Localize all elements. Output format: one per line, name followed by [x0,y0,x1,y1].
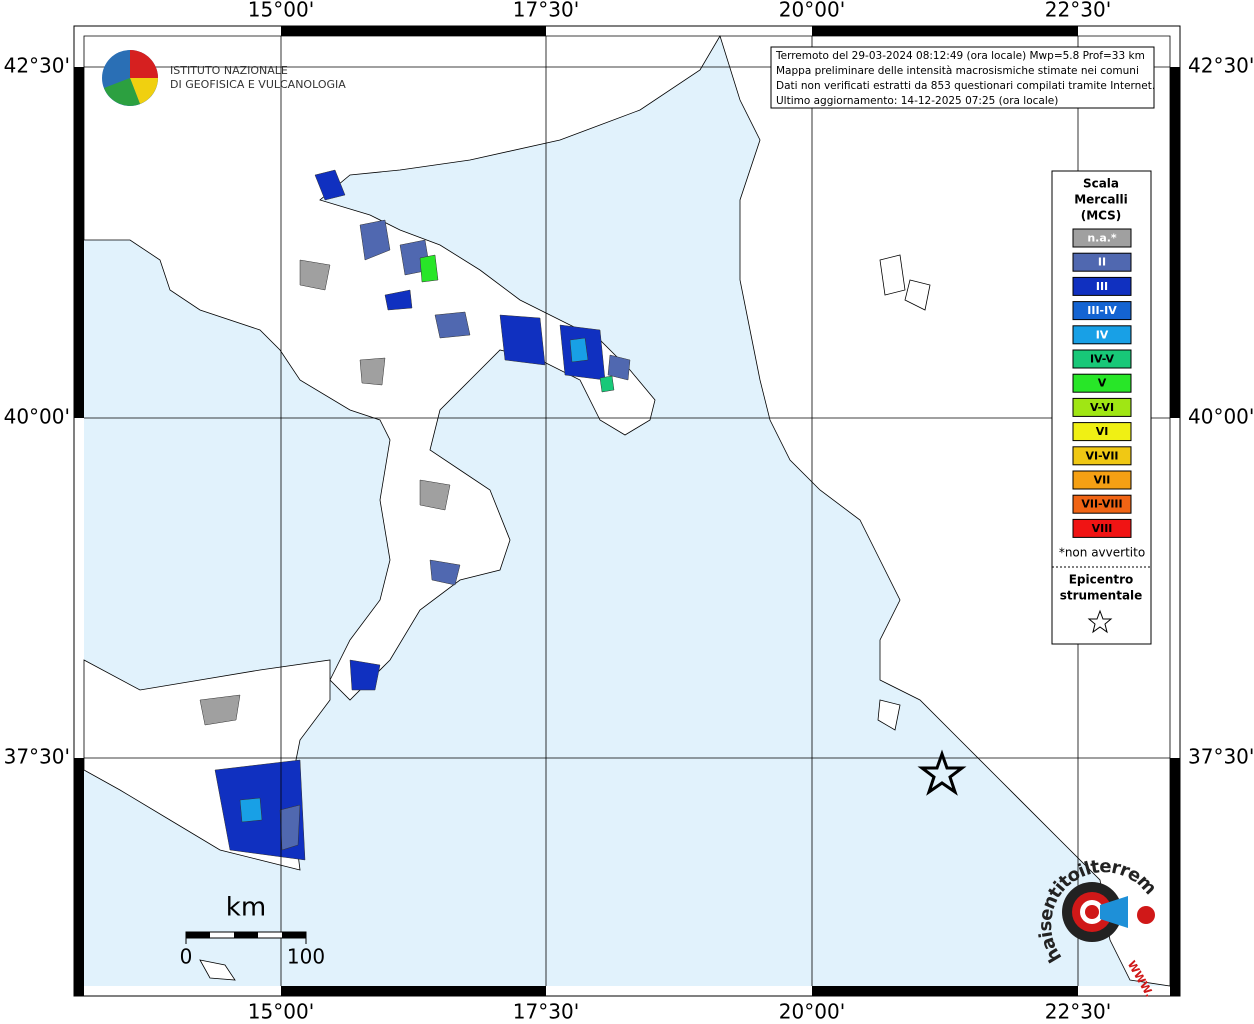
legend-label: IV-V [1090,353,1115,366]
latitude-label: 42°30' [4,54,70,78]
legend-note: *non avvertito [1059,546,1145,560]
legend-label: VI-VII [1085,449,1118,462]
legend-label: V [1098,377,1107,390]
legend-swatch [1072,228,1132,248]
legend-swatch [1072,301,1132,321]
scale-label: 100 [287,945,325,969]
info-line: Dati non verificati estratti da 853 ques… [776,80,1155,92]
legend-label: VII-VIII [1081,498,1122,511]
longitude-label: 22°30' [1045,1000,1111,1024]
info-line: Terremoto del 29-03-2024 08:12:49 (ora l… [775,50,1145,62]
logo-line: ISTITUTO NAZIONALE [170,64,288,77]
legend-label: III [1096,280,1108,293]
legend-label: II [1098,256,1106,269]
epicenter-title: Epicentro [1069,573,1134,587]
legend-label: VIII [1092,522,1113,535]
longitude-label: 15°00' [248,1000,314,1024]
legend-swatch [1072,252,1132,272]
legend-swatch [1072,470,1132,490]
legend-swatch [1072,446,1132,466]
legend-title: Mercalli [1074,193,1128,207]
frame-ticks [74,26,1180,996]
legend-swatch [1072,349,1132,369]
info-line: Mappa preliminare delle intensità macros… [776,65,1139,77]
longitude-label: 17°30' [513,0,579,22]
legend-star [1087,609,1113,634]
longitude-label: 15°00' [248,0,314,22]
legend-title: Scala [1083,177,1119,191]
legend-title: (MCS) [1081,209,1122,223]
legend-label: IV [1096,328,1109,341]
intensity-areas [199,169,631,861]
latitude-label: 37°30' [4,745,70,769]
longitude-label: 17°30' [513,1000,579,1024]
legend-swatch [1072,373,1132,393]
legend-swatch [1072,494,1132,514]
legend-swatch [1072,276,1132,296]
latitude-label: 42°30' [1188,54,1254,78]
coordinate-labels: 15°00' 15°00' 17°30' 17°30' 20°00' 20°00' 22°3… [4,0,1254,1024]
latitude-label: 37°30' [1188,745,1254,769]
info-box: Terremoto del 29-03-2024 08:12:49 (ora l… [770,46,1155,109]
scale-unit: km [226,893,266,923]
legend-swatch [1072,325,1132,345]
longitude-label: 20°00' [779,1000,845,1024]
longitude-label: 22°30' [1045,0,1111,22]
legend-swatch [1072,518,1132,538]
legend-label: III-IV [1087,304,1117,317]
logo-line: DI GEOFISICA E VULCANOLOGIA [170,78,346,91]
legend: ScalaMercalli(MCS)n.a.*IIIIIIII-IVIVIV-V… [1051,170,1152,645]
legend-label: n.a.* [1087,232,1117,245]
epicenter [917,749,967,796]
latitude-label: 40°00' [4,405,70,429]
scale-bar: km 0 100 [180,893,325,969]
legend-label: V-VI [1090,401,1114,414]
scale-label: 0 [180,945,193,969]
longitude-label: 20°00' [779,0,845,22]
latitude-label: 40°00' [1188,405,1254,429]
epicenter-title: strumentale [1060,589,1143,603]
legend-label: VI [1096,425,1109,438]
ingv-logo: ISTITUTO NAZIONALE DI GEOFISICA E VULCAN… [102,50,346,106]
legend-label: VII [1094,474,1111,487]
legend-swatch [1072,397,1132,417]
legend-swatch [1072,422,1132,442]
info-line: Ultimo aggiornamento: 14-12-2025 07:25 (… [776,95,1058,107]
